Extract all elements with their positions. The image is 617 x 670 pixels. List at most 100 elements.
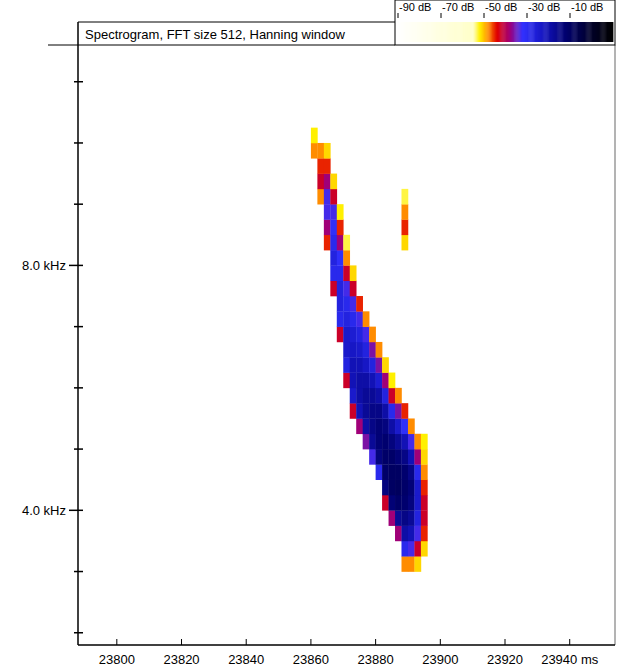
cell bbox=[401, 403, 408, 419]
cell bbox=[369, 342, 376, 358]
cell bbox=[350, 342, 357, 358]
x-tick bbox=[569, 639, 570, 645]
cell bbox=[389, 495, 396, 511]
cell bbox=[395, 434, 402, 450]
cell bbox=[343, 296, 350, 312]
cell bbox=[382, 373, 389, 389]
cell bbox=[356, 388, 363, 404]
cell bbox=[414, 510, 421, 526]
cell bbox=[324, 219, 331, 235]
cell bbox=[356, 373, 363, 389]
x-tick bbox=[375, 639, 376, 645]
cell bbox=[401, 449, 408, 465]
colorbar-label: -50 dB bbox=[485, 1, 517, 13]
cell bbox=[324, 189, 331, 205]
colorbar-tick bbox=[441, 13, 442, 18]
x-tick-label: 23940 ms bbox=[541, 652, 599, 667]
cell bbox=[343, 327, 350, 343]
cell bbox=[356, 403, 363, 419]
colorbar-label: -30 dB bbox=[528, 1, 560, 13]
cell bbox=[414, 541, 421, 557]
x-tick bbox=[505, 639, 506, 645]
cell bbox=[363, 418, 370, 434]
cell bbox=[356, 418, 363, 434]
cell bbox=[376, 373, 383, 389]
cell bbox=[395, 403, 402, 419]
cell bbox=[414, 556, 421, 572]
cell bbox=[330, 250, 337, 266]
x-tick-label: 23920 bbox=[487, 652, 523, 667]
cell bbox=[363, 373, 370, 389]
cell bbox=[414, 480, 421, 496]
cell bbox=[395, 510, 402, 526]
cell bbox=[350, 357, 357, 373]
cell bbox=[414, 434, 421, 450]
colorbar-label: -70 dB bbox=[442, 1, 474, 13]
cell bbox=[395, 495, 402, 511]
cell bbox=[330, 235, 337, 251]
cell bbox=[389, 403, 396, 419]
cell bbox=[317, 174, 324, 190]
cell bbox=[324, 158, 331, 174]
cell bbox=[317, 189, 324, 205]
x-tick-label: 23820 bbox=[163, 652, 199, 667]
cell bbox=[317, 158, 324, 174]
cell bbox=[337, 204, 344, 220]
cell bbox=[421, 541, 428, 557]
x-tick-label: 23900 bbox=[422, 652, 458, 667]
cell bbox=[356, 296, 363, 312]
cell bbox=[369, 373, 376, 389]
cell bbox=[376, 418, 383, 434]
cell bbox=[401, 526, 408, 542]
cell bbox=[337, 265, 344, 281]
cell bbox=[389, 418, 396, 434]
cell bbox=[382, 480, 389, 496]
cell bbox=[421, 495, 428, 511]
title-frame-bottom bbox=[48, 45, 395, 46]
cell bbox=[389, 449, 396, 465]
cell bbox=[343, 250, 350, 266]
cell bbox=[421, 510, 428, 526]
cell bbox=[408, 526, 415, 542]
colorbar-label: -90 dB bbox=[399, 1, 431, 13]
cell bbox=[408, 464, 415, 480]
x-tick bbox=[246, 639, 247, 645]
cell bbox=[408, 510, 415, 526]
cell bbox=[376, 357, 383, 373]
cell bbox=[414, 526, 421, 542]
cell bbox=[356, 311, 363, 327]
cell bbox=[337, 327, 344, 343]
cell bbox=[350, 296, 357, 312]
cell bbox=[337, 311, 344, 327]
cell bbox=[324, 235, 331, 251]
cell bbox=[363, 388, 370, 404]
cell bbox=[363, 327, 370, 343]
cell bbox=[408, 449, 415, 465]
cell bbox=[330, 281, 337, 297]
y-minor-tick bbox=[74, 326, 83, 328]
cell bbox=[343, 265, 350, 281]
cell bbox=[337, 296, 344, 312]
cell bbox=[337, 250, 344, 266]
cell bbox=[369, 418, 376, 434]
cell bbox=[343, 281, 350, 297]
y-tick-label: 8.0 kHz bbox=[22, 258, 66, 273]
x-axis bbox=[78, 644, 615, 646]
cell bbox=[401, 541, 408, 557]
cell bbox=[395, 388, 402, 404]
cell bbox=[337, 219, 344, 235]
cell bbox=[382, 464, 389, 480]
cell bbox=[376, 434, 383, 450]
cell bbox=[414, 449, 421, 465]
cell bbox=[382, 434, 389, 450]
cell bbox=[311, 128, 318, 144]
cell bbox=[356, 342, 363, 358]
cell bbox=[350, 265, 357, 281]
cell bbox=[389, 510, 396, 526]
cell bbox=[363, 403, 370, 419]
y-tick-label: 4.0 kHz bbox=[22, 503, 66, 518]
cell bbox=[337, 281, 344, 297]
colorbar-tick bbox=[570, 13, 571, 18]
cell bbox=[401, 556, 408, 572]
cell bbox=[382, 388, 389, 404]
